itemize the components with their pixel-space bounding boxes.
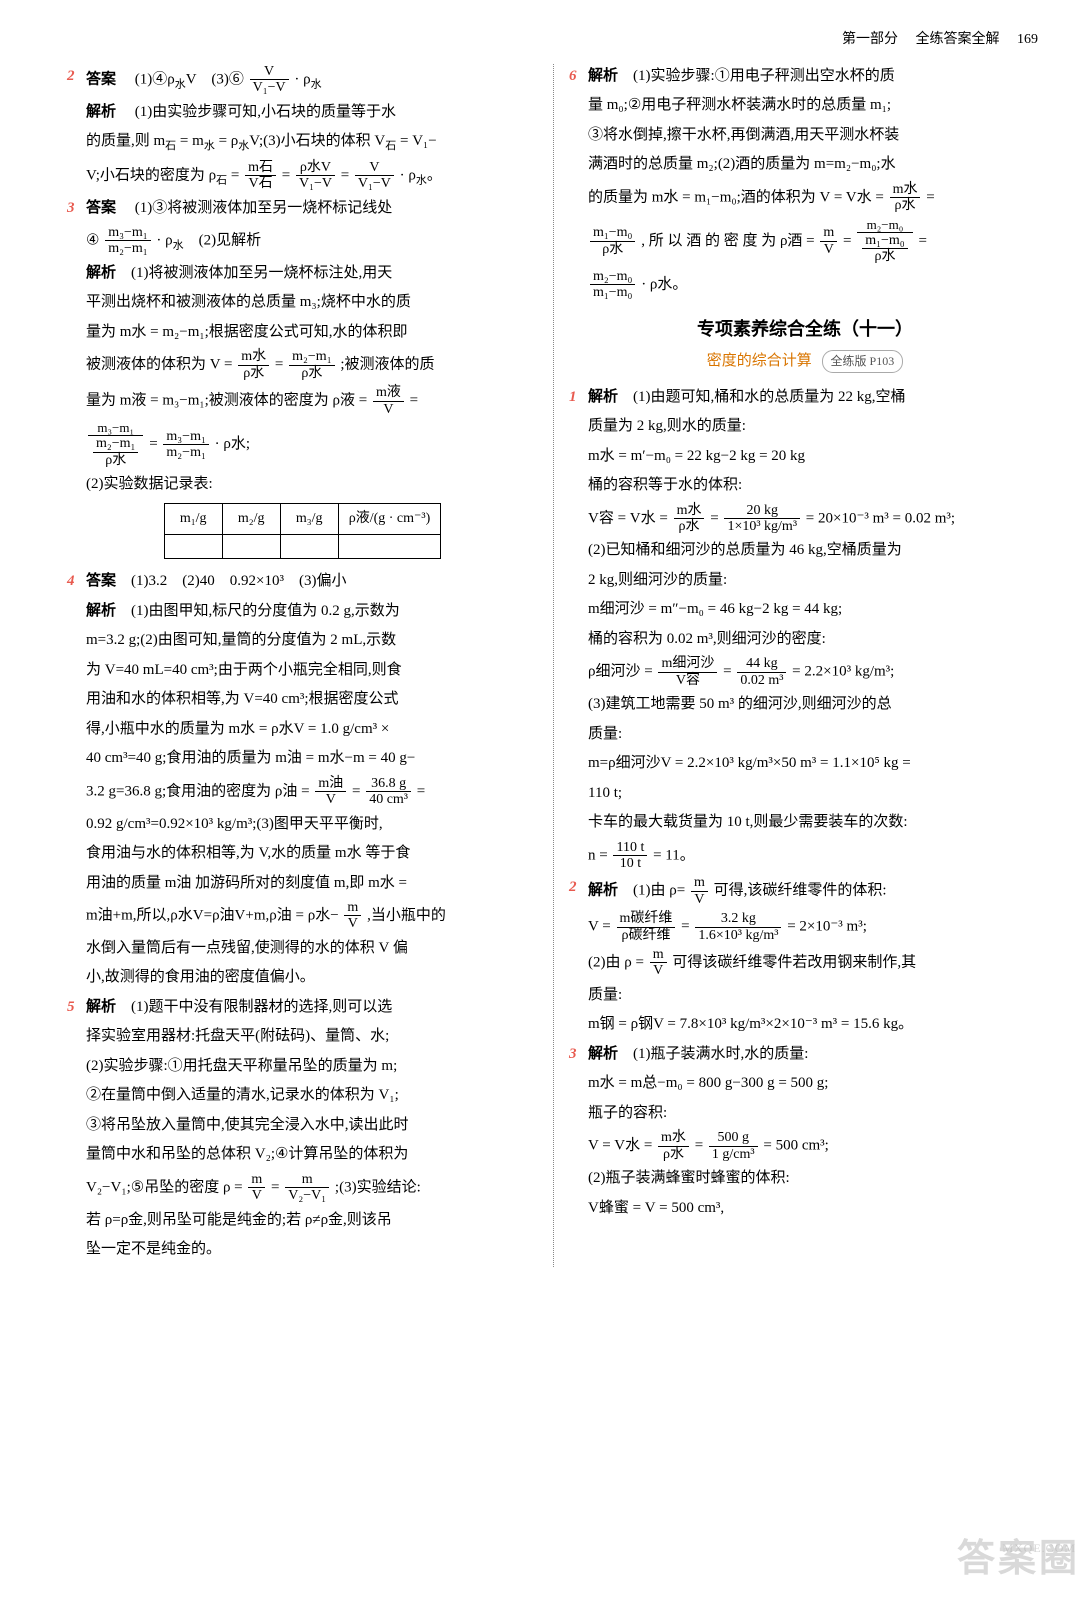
q2-an-l3: V;小石块的密度为 ρ石 = m石V石 = ρ水VV₁−V = VV₁−V · …	[70, 160, 535, 192]
r-question-2: 2 解析 (1)由 ρ= mV 可得,该碳纤维零件的体积:	[572, 875, 1038, 907]
q2-an-label: 解析	[86, 104, 116, 120]
q2-an-l2: 的质量,则 m石 = m水 = ρ水V;(3)小石块的体积 V石 = V₁−	[70, 129, 535, 156]
q2-number: 2	[67, 64, 75, 90]
question-6: 6 解析 (1)实验步骤:①用电子秤测出空水杯的质	[572, 64, 1038, 90]
r-question-3: 3 解析 (1)瓶子装满水时,水的质量:	[572, 1042, 1038, 1068]
question-4: 4 答案 (1)3.2 (2)40 0.92×10³ (3)偏小	[70, 569, 535, 595]
r-question-1: 1 解析 (1)由题可知,桶和水的总质量为 22 kg,空桶	[572, 385, 1038, 411]
section-subtitle: 密度的综合计算 全练版 P103	[572, 349, 1038, 375]
section-title: 专项素养综合全练（十一）	[572, 314, 1038, 345]
q2-an-p1: (1)由实验步骤可知,小石块的质量等于水	[135, 104, 396, 120]
header-title: 全练答案全解	[916, 32, 1000, 47]
question-3: 3 答案 (1)③将被测液体加至另一烧杯标记线处	[70, 196, 535, 222]
q2-analysis: 解析 (1)由实验步骤可知,小石块的质量等于水	[70, 100, 535, 126]
header-part: 第一部分	[842, 32, 898, 47]
q2-ans-c: · ρ	[294, 71, 310, 87]
q2-frac1: VV₁−V	[250, 64, 289, 96]
q3-number: 3	[67, 196, 75, 222]
q2-ans-a: (1)④ρ	[135, 71, 175, 87]
q3-ans-label: 答案	[86, 200, 116, 216]
content-columns: 2 答案 (1)④ρ水V (3)⑥ VV₁−V · ρ水 解析 (1)由实验步骤…	[60, 64, 1048, 1267]
q4-number: 4	[67, 569, 75, 595]
q3-ans-l2: ④ m₃−m₁m₂−m₁ · ρ水 (2)见解析	[70, 225, 535, 257]
right-column: 6 解析 (1)实验步骤:①用电子秤测出空水杯的质 量 m₀;②用电子秤测水杯装…	[554, 64, 1048, 1267]
watermark-logo: 答案圈	[957, 1527, 1080, 1592]
left-column: 2 答案 (1)④ρ水V (3)⑥ VV₁−V · ρ水 解析 (1)由实验步骤…	[60, 64, 554, 1267]
q3-an: 解析 (1)将被测液体加至另一烧杯标注处,用天	[70, 261, 535, 287]
q2-ans-b: V (3)⑥	[186, 71, 244, 87]
q3-data-table: m₁/g m₂/g m₃/g ρ液/(g · cm⁻³)	[164, 503, 442, 559]
page-header: 第一部分 全练答案全解 169	[60, 28, 1048, 52]
q6-number: 6	[569, 64, 577, 90]
question-5: 5 解析 (1)题干中没有限制器材的选择,则可以选	[70, 995, 535, 1021]
q5-number: 5	[67, 995, 75, 1021]
section-pageref: 全练版 P103	[822, 350, 904, 372]
header-page: 169	[1017, 32, 1038, 47]
q2-ans-label: 答案	[86, 71, 116, 87]
question-2: 2 答案 (1)④ρ水V (3)⑥ VV₁−V · ρ水	[70, 64, 535, 96]
